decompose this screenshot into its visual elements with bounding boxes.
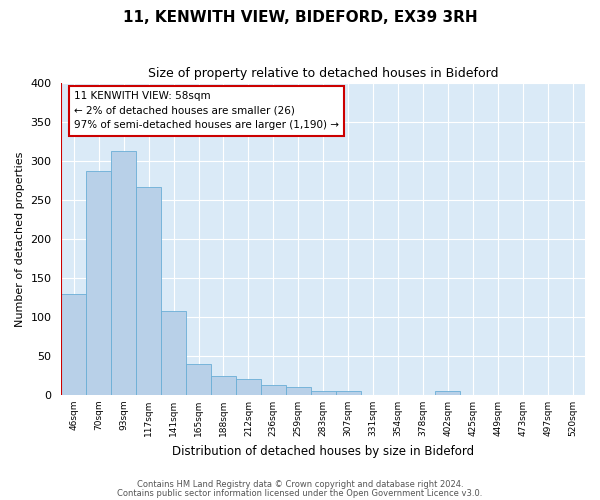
Text: 11 KENWITH VIEW: 58sqm
← 2% of detached houses are smaller (26)
97% of semi-deta: 11 KENWITH VIEW: 58sqm ← 2% of detached …: [74, 91, 339, 130]
Bar: [335, 391, 361, 395]
Bar: [86, 171, 111, 395]
X-axis label: Distribution of detached houses by size in Bideford: Distribution of detached houses by size …: [172, 444, 474, 458]
Bar: [261, 385, 286, 395]
Text: Contains public sector information licensed under the Open Government Licence v3: Contains public sector information licen…: [118, 488, 482, 498]
Bar: [111, 151, 136, 395]
Text: 11, KENWITH VIEW, BIDEFORD, EX39 3RH: 11, KENWITH VIEW, BIDEFORD, EX39 3RH: [122, 10, 478, 25]
Y-axis label: Number of detached properties: Number of detached properties: [15, 152, 25, 326]
Bar: [311, 391, 335, 395]
Bar: [136, 187, 161, 395]
Bar: [211, 376, 236, 395]
Bar: [286, 387, 311, 395]
Bar: [436, 391, 460, 395]
Bar: [61, 294, 86, 395]
Text: Contains HM Land Registry data © Crown copyright and database right 2024.: Contains HM Land Registry data © Crown c…: [137, 480, 463, 489]
Bar: [186, 364, 211, 395]
Title: Size of property relative to detached houses in Bideford: Size of property relative to detached ho…: [148, 68, 499, 80]
Bar: [236, 380, 261, 395]
Bar: [161, 310, 186, 395]
